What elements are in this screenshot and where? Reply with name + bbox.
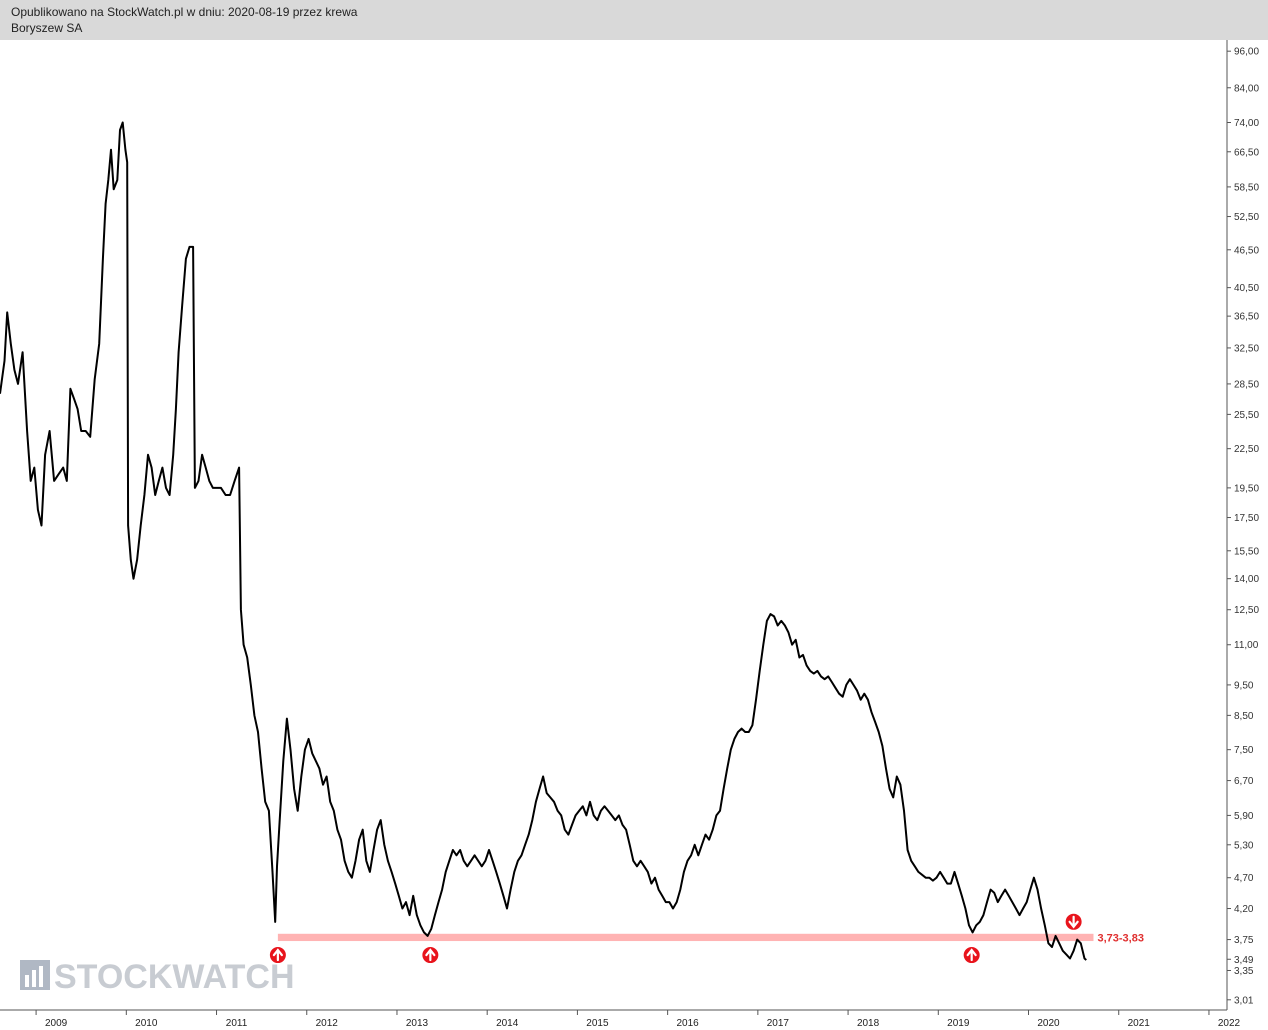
buy-signal-arrow-up-icon [963,947,980,964]
watermark-text: STOCKWATCH [54,958,295,996]
x-tick-label: 2013 [406,1018,429,1029]
x-tick-label: 2010 [135,1018,158,1029]
y-tick-label: 36,50 [1234,312,1259,323]
y-tick-label: 58,50 [1234,182,1259,193]
y-tick-label: 3,49 [1234,955,1254,966]
buy-signal-arrow-up-icon [422,947,439,964]
y-tick-label: 4,20 [1234,904,1254,915]
y-tick-label: 17,50 [1234,513,1259,524]
y-tick-label: 15,50 [1234,546,1259,557]
support-zone-layer: 3,73-3,83 [277,932,1144,944]
signal-layer [269,913,1082,964]
y-tick-label: 6,70 [1234,776,1254,787]
y-tick-label: 5,30 [1234,840,1254,851]
series-layer [0,121,1087,961]
y-tick-label: 28,50 [1234,379,1259,390]
y-tick-label: 84,00 [1234,83,1259,94]
support-zone-band [277,933,1094,942]
sell-signal-arrow-down-icon [1065,913,1082,930]
x-tick-label: 2014 [496,1018,519,1029]
y-tick-label: 3,75 [1234,935,1254,946]
y-tick-label: 8,50 [1234,711,1254,722]
y-tick-label: 25,50 [1234,410,1259,421]
y-tick-label: 4,70 [1234,873,1254,884]
published-info: Opublikowano na StockWatch.pl w dniu: 20… [11,5,358,19]
x-tick-label: 2020 [1037,1018,1060,1029]
y-tick-label: 12,50 [1234,605,1259,616]
y-tick-label: 74,00 [1234,118,1259,129]
buy-signal-arrow-up-icon [269,947,286,964]
y-tick-label: 3,35 [1234,966,1254,977]
x-tick-label: 2015 [586,1018,609,1029]
y-tick-label: 32,50 [1234,343,1259,354]
y-tick-label: 40,50 [1234,283,1259,294]
y-tick-label: 52,50 [1234,212,1259,223]
x-tick-label: 2019 [947,1018,970,1029]
y-tick-label: 9,50 [1234,680,1254,691]
x-tick-label: 2018 [857,1018,880,1029]
y-tick-label: 46,50 [1234,245,1259,256]
y-tick-label: 5,90 [1234,811,1254,822]
price-series-line [0,121,1087,961]
y-tick-label: 7,50 [1234,745,1254,756]
y-tick-label: 66,50 [1234,147,1259,158]
axes: 96,00 84,00 74,00 66,50 58,50 52,50 46,50 40,50… [0,40,1259,1029]
x-tick-label: 2021 [1128,1018,1151,1029]
x-tick-label: 2022 [1218,1018,1241,1029]
support-zone-label: 3,73-3,83 [1097,932,1143,944]
x-tick-label: 2012 [316,1018,339,1029]
y-tick-label: 3,01 [1234,995,1254,1006]
y-tick-label: 14,00 [1234,574,1259,585]
x-tick-label: 2009 [45,1018,68,1029]
x-tick-label: 2016 [677,1018,700,1029]
y-tick-label: 22,50 [1234,444,1259,455]
y-tick-label: 11,00 [1234,640,1259,651]
y-tick-label: 19,50 [1234,483,1259,494]
stockwatch-watermark: STOCKWATCH [20,958,295,996]
chart-header: Opublikowano na StockWatch.pl w dniu: 20… [0,0,1268,40]
y-tick-label: 96,00 [1234,47,1259,58]
instrument-name: Boryszew SA [11,21,83,35]
x-tick-label: 2017 [767,1018,790,1029]
x-tick-label: 2011 [226,1018,248,1029]
